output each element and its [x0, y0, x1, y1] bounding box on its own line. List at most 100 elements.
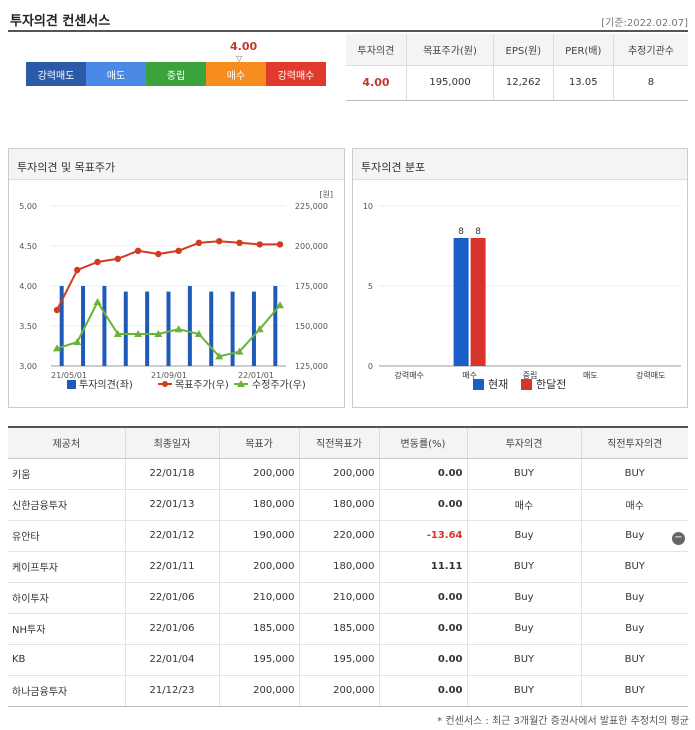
col-header-opinion: 투자의견: [466, 426, 581, 459]
provider-cell: 키움: [8, 458, 125, 490]
bar-value-label: 8: [458, 227, 464, 237]
date-cell: 22/01/04: [124, 644, 219, 676]
opinion-bar: [166, 291, 171, 366]
opinion-cell: BUY: [466, 551, 581, 583]
date-cell: 22/01/13: [124, 489, 219, 521]
right-tick-label: 175,000: [295, 282, 328, 291]
legend-adjusted-label: 수정주가(우): [252, 379, 306, 391]
target-price-point: [276, 241, 284, 248]
summary-header: EPS(원): [493, 34, 554, 66]
prev-target-cell: 195,000: [298, 644, 379, 676]
legend-month-ago-swatch: [521, 379, 532, 390]
col-header-date: 최종일자: [124, 426, 219, 459]
category-label: 매도: [583, 371, 598, 380]
target-price-point: [195, 239, 203, 246]
target-price-point: [114, 255, 122, 262]
opinion-price-panel: 투자의견 및 목표주가 5.00 225,000 4.50 200,000 4.00 17…: [8, 148, 345, 408]
scale-strong-sell: 강력매도: [26, 62, 86, 86]
adjusted-price-point: [276, 301, 284, 309]
target-price-cell: 200,000: [218, 551, 299, 583]
broker-row: KB 22/01/04 195,000 195,000 0.00 BUY BUY: [8, 644, 688, 676]
adjusted-price-point: [113, 330, 122, 337]
prev-opinion-cell: BUY: [580, 458, 688, 490]
date-cell: 22/01/06: [124, 582, 219, 614]
target-price-cell: 200,000: [218, 675, 299, 707]
prev-target-cell: 210,000: [298, 582, 379, 614]
y-tick-label: 0: [368, 362, 373, 371]
opinion-cell: Buy: [466, 613, 581, 645]
broker-row: NH투자 22/01/06 185,000 185,000 0.00 Buy Buy: [8, 613, 688, 645]
prev-target-cell: 220,000: [298, 520, 379, 552]
target-price-cell: 190,000: [218, 520, 299, 552]
target-price-point: [155, 250, 162, 258]
col-header-target: 목표가: [218, 426, 299, 459]
left-tick-label: 4.00: [19, 282, 37, 291]
category-label: 강력매수: [394, 370, 423, 380]
summary-institutions: 8: [612, 65, 688, 101]
legend-current-swatch: [473, 379, 484, 390]
prev-target-cell: 180,000: [298, 489, 379, 521]
base-date: [기준:2022.02.07]: [601, 18, 688, 29]
prev-opinion-cell: Buy: [580, 613, 688, 645]
opinion-cell: 매수: [466, 489, 581, 521]
broker-row: 신한금융투자 22/01/13 180,000 180,000 0.00 매수 매수: [8, 489, 688, 521]
adjusted-price-point: [134, 330, 143, 337]
target-price-cell: 195,000: [218, 644, 299, 676]
left-tick-label: 5.00: [19, 202, 37, 211]
adjusted-price-point: [235, 347, 244, 355]
summary-header: 추정기관수: [612, 34, 688, 66]
left-tick-label: 4.50: [19, 242, 37, 251]
x-tick-label: 21/09/01: [151, 371, 187, 380]
adjusted-price-point: [53, 344, 61, 352]
right-tick-label: 125,000: [295, 362, 328, 371]
category-label: 매수: [462, 371, 477, 380]
prev-target-cell: 200,000: [298, 458, 379, 490]
target-price-cell: 210,000: [218, 582, 299, 614]
opinion-bar: [187, 286, 192, 366]
opinion-bar: [81, 286, 86, 366]
prev-target-cell: 180,000: [298, 551, 379, 583]
provider-cell: KB: [8, 644, 125, 676]
header-bar: 투자의견 컨센서스 [기준:2022.02.07]: [8, 4, 688, 32]
opinion-bar: [59, 286, 64, 366]
summary-header: 투자의견: [346, 34, 407, 66]
prev-target-cell: 200,000: [298, 675, 379, 707]
target-price-cell: 185,000: [218, 613, 299, 645]
opinion-bar: [145, 291, 150, 366]
right-tick-label: 200,000: [295, 242, 328, 251]
prev-opinion-cell: Buy −: [580, 520, 688, 552]
broker-row: 하나금융투자 21/12/23 200,000 200,000 0.00 BUY BUY: [8, 675, 688, 707]
change-rate-cell: 0.00: [378, 675, 467, 707]
change-rate-cell: 0.00: [378, 644, 467, 676]
summary-opinion: 4.00: [346, 65, 407, 101]
scale-marker-icon: ▽: [236, 54, 243, 63]
date-cell: 22/01/11: [124, 551, 219, 583]
collapse-minus-icon[interactable]: −: [672, 531, 685, 545]
opinion-price-chart: 5.00 225,000 4.50 200,000 4.00 175,000 3.50 150…: [19, 190, 333, 391]
legend-adjusted-marker: [237, 380, 245, 387]
footer-note: * 컨센서스 : 최근 3개월간 증권사에서 발표한 추정치의 평균: [437, 716, 689, 727]
opinion-cell: BUY: [466, 644, 581, 676]
x-tick-label: 21/05/01: [51, 371, 87, 380]
y-tick-label: 10: [363, 202, 373, 211]
category-label: 강력매도: [636, 370, 665, 380]
col-header-change: 변동률(%): [378, 426, 467, 459]
unit-label: [원]: [319, 190, 333, 199]
date-cell: 22/01/12: [124, 520, 219, 552]
target-price-point: [256, 241, 263, 248]
broker-row: 키움 22/01/18 200,000 200,000 0.00 BUY BUY: [8, 458, 688, 490]
right-tick-label: 225,000: [295, 202, 328, 211]
adjusted-price-line: [56, 299, 281, 358]
date-cell: 22/01/06: [124, 613, 219, 645]
adjusted-price-point: [255, 325, 264, 333]
prev-opinion-cell: BUY: [580, 644, 688, 676]
prev-target-cell: 185,000: [298, 613, 379, 645]
scale-bar: 강력매도 매도 중립 매수 강력매수: [26, 62, 326, 86]
legend-target-marker: [162, 381, 168, 387]
summary-target-price: 195,000: [405, 65, 494, 101]
x-tick-label: 22/01/01: [238, 371, 274, 380]
legend-current-label: 현재: [488, 378, 508, 391]
target-price-line: [56, 240, 280, 311]
summary-header: PER(배): [552, 34, 614, 66]
change-rate-cell: 0.00: [378, 613, 467, 645]
